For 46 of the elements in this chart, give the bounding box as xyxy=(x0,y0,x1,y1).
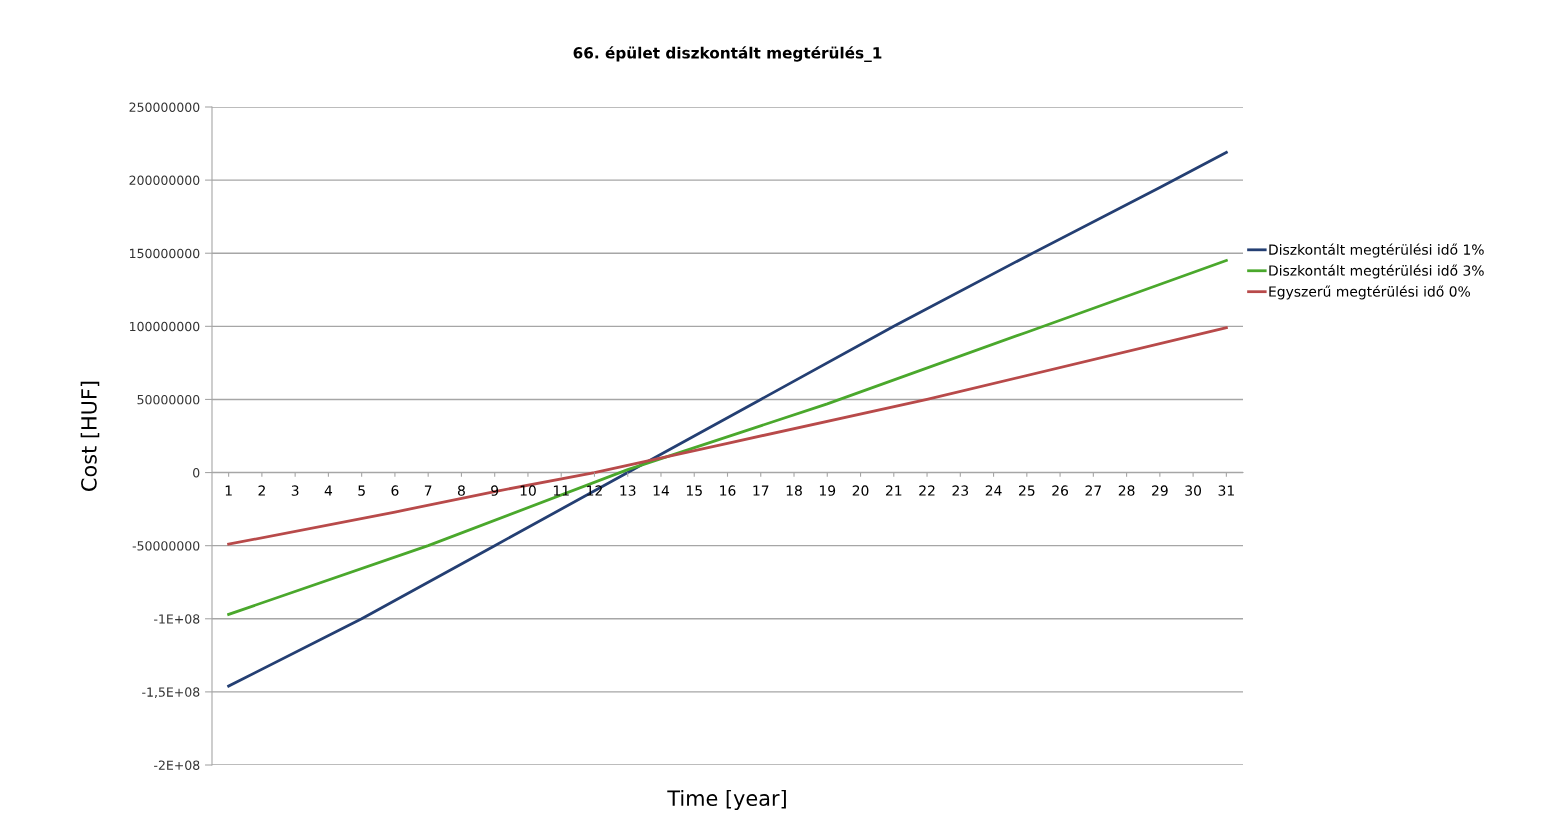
x-tick-label: 23 xyxy=(952,485,969,496)
x-tick-label: 30 xyxy=(1185,485,1202,496)
y-tick-label: 250000000 xyxy=(129,102,200,112)
x-tick-label: 27 xyxy=(1085,485,1101,496)
y-tick-label: 0 xyxy=(193,468,200,478)
x-tick-label: 16 xyxy=(720,485,736,496)
y-tick-label: 100000000 xyxy=(129,321,200,332)
y-tick-label: -50000000 xyxy=(132,541,200,551)
legend-label: Egyszerű megtérülési idő 0% xyxy=(1269,285,1470,300)
x-tick-label: 18 xyxy=(786,485,802,496)
y-tick-label: -1E+08 xyxy=(154,614,200,624)
x-tick-label: 24 xyxy=(985,485,1002,496)
y-axis-title: Cost [HUF] xyxy=(80,381,100,491)
x-tick-label: 3 xyxy=(291,485,299,496)
legend-label: Diszkontált megtérülési idő 1% xyxy=(1269,243,1484,258)
x-tick-label: 29 xyxy=(1152,485,1168,496)
x-tick-label: 13 xyxy=(620,485,636,496)
x-tick-label: 6 xyxy=(391,485,399,496)
x-tick-label: 15 xyxy=(686,485,702,496)
x-tick-label: 22 xyxy=(919,485,935,496)
y-tick-label: 50000000 xyxy=(137,394,200,405)
y-tick-label: 150000000 xyxy=(129,248,200,259)
x-tick-label: 1 xyxy=(225,485,232,496)
y-tick-label: 200000000 xyxy=(129,175,200,186)
x-tick-label: 8 xyxy=(457,485,465,496)
y-tick-label: -1,5E+08 xyxy=(142,687,200,699)
x-tick-label: 11 xyxy=(553,485,569,496)
x-tick-label: 20 xyxy=(852,485,869,496)
x-tick-label: 26 xyxy=(1052,485,1069,496)
x-tick-label: 21 xyxy=(885,485,902,496)
x-tick-label: 4 xyxy=(324,485,333,496)
x-axis-title: Time [year] xyxy=(667,789,786,811)
x-tick-label: 31 xyxy=(1218,485,1234,496)
x-tick-label: 17 xyxy=(753,485,769,496)
y-tick-label: -2E+08 xyxy=(154,760,200,770)
x-tick-label: 5 xyxy=(358,485,365,496)
x-tick-label: 9 xyxy=(491,485,499,496)
x-tick-label: 7 xyxy=(424,485,432,496)
legend-label: Diszkontált megtérülési idő 3% xyxy=(1269,264,1484,279)
x-tick-label: 14 xyxy=(653,485,670,496)
x-tick-label: 28 xyxy=(1118,485,1135,496)
x-tick-label: 25 xyxy=(1019,485,1035,496)
x-tick-label: 19 xyxy=(819,485,836,496)
chart-title: 66. épület diszkontált megtérülés_1 xyxy=(573,46,882,62)
x-tick-label: 10 xyxy=(520,485,536,496)
x-tick-label: 2 xyxy=(258,485,265,496)
